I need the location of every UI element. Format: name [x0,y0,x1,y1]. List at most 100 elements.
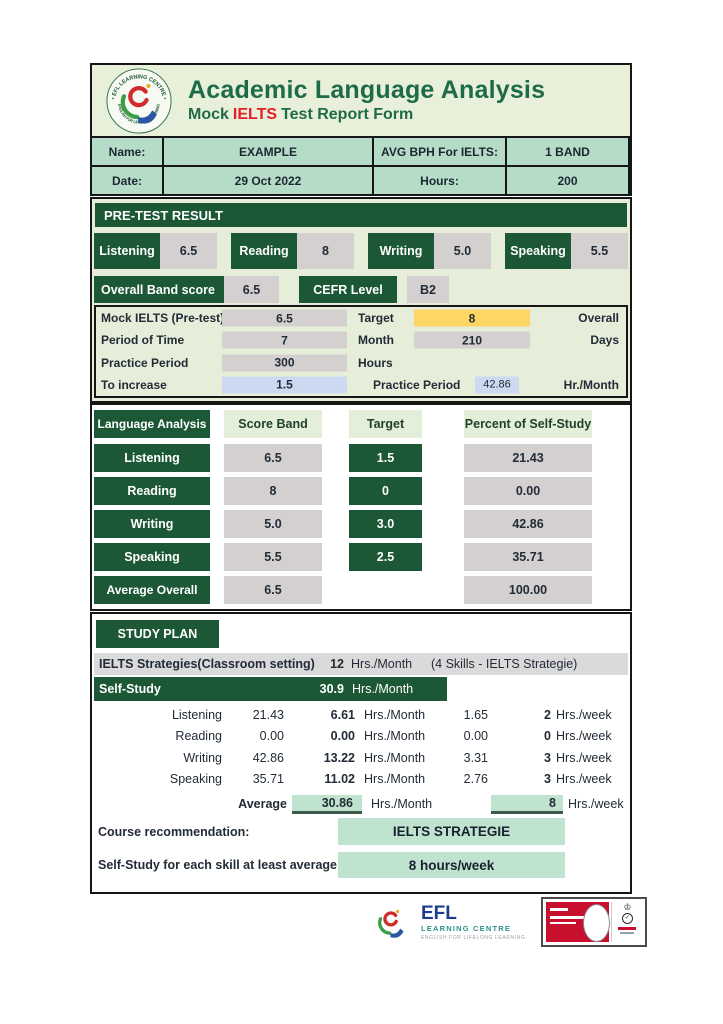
plan-speaking-unit-month: Hrs./Month [364,772,426,787]
logo-green-leaf [120,93,140,119]
subtitle-ielts: IELTS [232,106,278,124]
la-listening-percent: 21.43 [464,444,592,472]
to-increase-value: 1.5 [222,376,347,394]
plan-writing-percent: 42.86 [252,750,284,765]
la-average-label: Average Overall [94,576,210,604]
crown-icon: ♔ [623,902,632,912]
course-recommendation-row: Course recommendation: IELTS STRATEGIE [96,818,628,845]
self-study-row: Self-Study 30.9 Hrs./Month [94,677,447,701]
pretest-section: PRE-TEST RESULT Listening 6.5 Reading 8 … [90,197,632,403]
plan-reading-hours-month: 0.00 [330,729,355,744]
page-title: Academic Language Analysis [188,75,546,104]
summary-row-mock: Mock IELTS (Pre-test) 6.5 Target 8 Overa… [96,307,626,329]
efl-emblem-icon [378,909,404,938]
la-listening-score: 6.5 [224,444,322,472]
plan-listening-hours-month: 6.61 [330,707,355,722]
plan-writing-unit-month: Hrs./Month [364,750,426,765]
skill-group-listening: Listening 6.5 [94,233,217,269]
plan-average-unit-month: Hrs./Month [371,797,433,811]
plan-writing-week: 3 [544,750,551,765]
la-row-listening: Listening 6.5 1.5 21.43 [92,444,630,472]
la-header-score-band: Score Band [224,410,322,438]
listening-label: Listening [94,233,160,269]
plan-writing-hours-month: 13.22 [323,750,355,765]
plan-reading-week: 0 [544,729,551,744]
plan-speaking-week-raw: 2.76 [463,772,488,787]
ukas-mark-sub [620,932,635,934]
overall-unit: Overall [578,311,619,326]
plan-speaking-unit-week: Hrs./week [556,772,612,787]
subtitle-mock: Mock [188,106,229,124]
plan-writing-week-raw: 3.31 [463,750,488,765]
hours-unit-label: Hours [358,355,393,370]
strategies-note: (4 Skills - IELTS Strategie) [431,657,578,671]
plan-listening-unit-week: Hrs./week [556,707,612,722]
cefr-label: CEFR Level [299,276,397,303]
plan-listening-week-raw: 1.65 [463,707,488,722]
la-speaking-label: Speaking [94,543,210,571]
la-writing-score: 5.0 [224,510,322,538]
summary-row-period: Period of Time 7 Month 210 Days [96,329,626,351]
days-unit: Days [590,333,619,348]
la-speaking-percent: 35.71 [464,543,592,571]
name-label: Name: [92,138,162,165]
hr-month-unit: Hr./Month [563,377,619,392]
plan-average-week: 8 [491,794,563,814]
month-label: Month [358,333,394,348]
reading-score: 8 [297,233,354,269]
plan-row-listening: Listening 21.43 6.61 Hrs./Month 1.65 2 H… [94,704,628,726]
la-writing-target: 3.0 [349,510,422,538]
bureau-veritas-seal-icon [583,904,611,942]
cert-text-line [550,908,569,911]
la-writing-label: Writing [94,510,210,538]
target-label: Target [358,311,394,326]
plan-average-hours-month: 30.86 [292,794,362,814]
la-header-row: Language Analysis Score Band Target Perc… [92,410,630,438]
la-speaking-score: 5.5 [224,543,322,571]
summary-row-practice: Practice Period 300 Hours [96,352,626,374]
plan-reading-label: Reading [175,729,222,744]
language-analysis-table: Language Analysis Score Band Target Perc… [90,403,632,611]
speaking-label: Speaking [505,233,571,269]
plan-listening-unit-month: Hrs./Month [364,707,426,722]
pretest-overall-row: Overall Band score 6.5 CEFR Level B2 [94,276,628,303]
efl-tagline: ENGLISH FOR LIFELONG LEARNING [421,934,526,941]
cefr-value: B2 [407,276,449,303]
plan-speaking-hours-month: 11.02 [324,772,355,787]
cert-text-line [550,916,585,919]
name-value: EXAMPLE [164,138,372,165]
study-plan-section: STUDY PLAN IELTS Strategies(Classroom se… [90,612,632,894]
to-increase-label: To increase [101,377,167,392]
la-header-target: Target [349,410,422,438]
plan-average-label: Average [238,797,287,811]
ukas-mark [618,927,637,930]
efl-footer-text: EFL LEARNING CENTRE ENGLISH FOR LIFELONG… [421,904,525,941]
plan-row-writing: Writing 42.86 13.22 Hrs./Month 3.31 3 Hr… [94,747,628,769]
plan-reading-week-raw: 0.00 [463,729,488,744]
plan-speaking-week: 3 [544,772,551,787]
target-value: 8 [414,309,530,327]
efl-name: EFL [421,902,457,924]
practice-period-month-value: 42.86 [475,376,519,394]
self-study-label: Self-Study [99,682,161,696]
plan-listening-week: 2 [544,707,551,722]
la-speaking-target: 2.5 [349,543,422,571]
pretest-skills-row: Listening 6.5 Reading 8 Writing 5.0 Spea… [94,233,628,269]
hours-label: Hours: [374,167,505,194]
check-roundel-icon: ✓ [621,913,633,924]
skill-group-speaking: Speaking 5.5 [505,233,628,269]
course-recommendation-label: Course recommendation: [98,824,250,839]
self-study-min-row: Self-Study for each skill at least avera… [96,852,628,878]
period-of-time-value: 7 [222,331,347,349]
strategies-unit: Hrs./Month [351,657,413,671]
course-recommendation-value: IELTS STRATEGIE [338,818,565,845]
la-row-speaking: Speaking 5.5 2.5 35.71 [92,543,630,571]
mock-pretest-value: 6.5 [222,309,347,327]
avg-bph-value: 1 BAND [507,138,628,165]
practice-period-month-label: Practice Period [373,377,461,392]
efl-subtitle: LEARNING CENTRE [421,923,512,933]
la-average-score: 6.5 [224,576,322,604]
hours-value: 200 [507,167,628,194]
overall-band-label: Overall Band score [94,276,224,303]
